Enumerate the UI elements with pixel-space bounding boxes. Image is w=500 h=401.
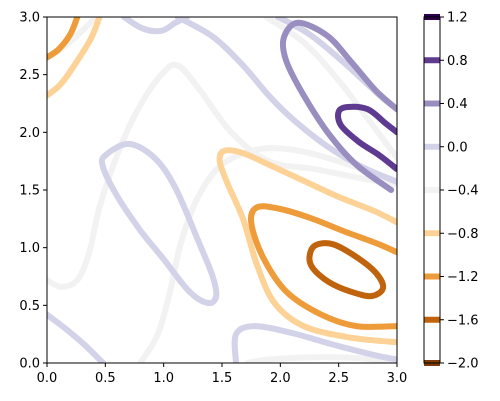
x-tick-label: 0.5 [95,371,116,386]
colorbar-tick-label: 0.8 [447,54,468,69]
x-tick-label: 1.5 [212,371,233,386]
x-axis: 0.0 0.5 1.0 1.5 2.0 2.5 3.0 [37,363,408,386]
contour-level-0 [47,311,106,363]
colorbar-tick-label: 0.4 [447,97,468,112]
x-tick-label: 3.0 [387,371,408,386]
x-tick-label: 0.0 [37,371,58,386]
contour-level-0 [231,323,397,363]
x-tick-label: 2.5 [328,371,349,386]
y-tick-label: 0.0 [19,357,40,372]
colorbar-tick-label: −1.6 [447,313,479,328]
plot-frame [46,16,398,364]
y-tick-label: 0.5 [19,299,40,314]
contour-level-0 [98,140,220,307]
contour-level-0p8 [335,103,397,173]
colorbar-tick-label: 1.2 [447,11,468,26]
contour-level-neg0p4 [263,17,397,161]
x-tick-label: 2.0 [270,371,291,386]
y-tick-label: 1.5 [19,184,40,199]
contour-level-neg0p4 [244,354,397,363]
contour-level-neg0p4 [47,61,397,290]
contour-level-neg1p2 [247,203,397,330]
y-tick-label: 2.5 [19,68,40,83]
contour-level-neg1p6 [306,240,387,300]
contour-level-neg0p8 [216,147,397,346]
colorbar-tick-label: −0.4 [447,184,479,199]
contour-level-neg0p8 [47,17,103,99]
x-tick-label: 1.0 [153,371,174,386]
y-tick-label: 3.0 [19,11,40,26]
colorbar-tick-label: −0.8 [447,227,479,242]
colorbar-tick-label: 0.0 [447,140,468,155]
y-tick-label: 2.0 [19,126,40,141]
contour-lines [47,17,397,363]
colorbar-tick-label: −1.2 [447,270,479,285]
contour-level-0p4 [279,19,397,193]
y-axis: 0.0 0.5 1.0 1.5 2.0 2.5 3.0 [19,11,47,372]
contour-level-neg1p2 [47,17,81,61]
colorbar: 1.2 0.8 0.4 0.0 −0.4 −0.8 −1.2 −1.6 −2.0 [423,11,479,372]
colorbar-tick-label: −2.0 [447,357,479,372]
contour-level-0 [174,17,397,185]
y-tick-label: 1.0 [19,241,40,256]
